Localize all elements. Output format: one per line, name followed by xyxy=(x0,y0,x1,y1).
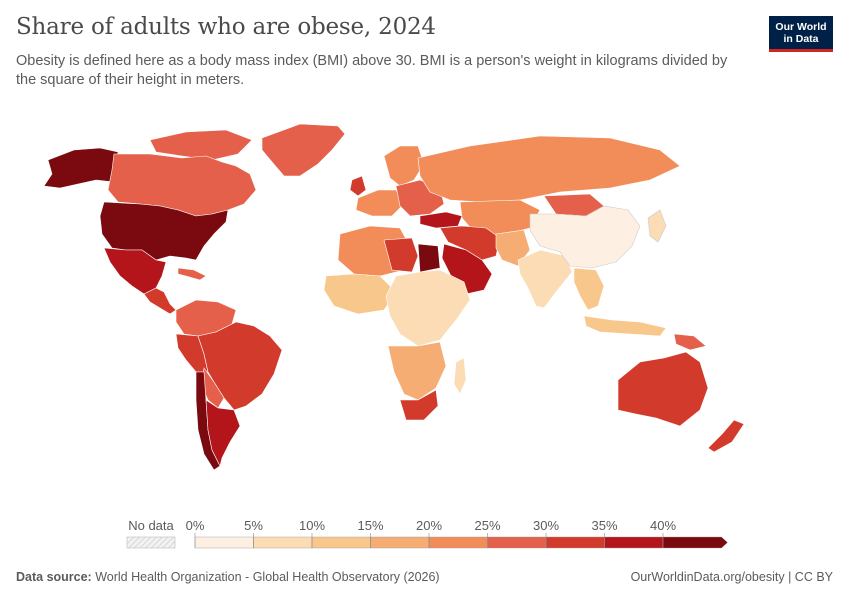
country-alaska[interactable] xyxy=(43,147,119,189)
owid-logo[interactable]: Our World in Data xyxy=(769,16,833,52)
country-madagascar[interactable] xyxy=(453,357,467,395)
country-egypt[interactable] xyxy=(417,243,441,273)
country-greenland[interactable] xyxy=(261,123,346,177)
source-url-link[interactable]: OurWorldinData.org/obesity xyxy=(630,570,785,584)
country-middle-east[interactable] xyxy=(439,225,501,261)
logo-line-1: Our World xyxy=(775,21,827,33)
legend-tick-label: 40% xyxy=(650,518,676,533)
country-japan[interactable] xyxy=(647,209,667,243)
footer-right: OurWorldinData.org/obesity | CC BY xyxy=(631,570,833,584)
legend-tick-label: 30% xyxy=(533,518,559,533)
legend-tick-label: 0% xyxy=(186,518,205,533)
legend-bin-1[interactable] xyxy=(253,536,313,549)
country-india[interactable] xyxy=(517,249,573,309)
legend-no-data-label: No data xyxy=(128,518,174,533)
legend-tick-label: 15% xyxy=(357,518,383,533)
legend-bin-7[interactable] xyxy=(604,536,664,549)
country-saudi-arabia[interactable] xyxy=(441,243,493,295)
legend-bin-2[interactable] xyxy=(311,536,371,549)
country-united-states[interactable] xyxy=(99,201,229,261)
country-central-east-africa[interactable] xyxy=(385,269,471,347)
country-pakistan-afghanistan[interactable] xyxy=(495,229,531,267)
country-argentina[interactable] xyxy=(205,399,241,467)
country-canada-islands[interactable] xyxy=(149,129,253,161)
legend-tick-label: 25% xyxy=(474,518,500,533)
country-mexico[interactable] xyxy=(103,247,167,295)
source-label: Data source: xyxy=(16,570,92,584)
license-link[interactable]: CC BY xyxy=(794,570,833,584)
country-south-africa[interactable] xyxy=(399,389,439,421)
legend-bin-0[interactable] xyxy=(194,536,254,549)
legend-tick-label: 5% xyxy=(244,518,263,533)
footer: Data source: World Health Organization -… xyxy=(16,570,833,584)
country-southern-africa[interactable] xyxy=(387,341,447,401)
legend-bin-5[interactable] xyxy=(487,536,547,549)
legend-bin-4[interactable] xyxy=(428,536,488,549)
country-china[interactable] xyxy=(529,205,641,269)
country-southeast-asia[interactable] xyxy=(573,267,605,311)
country-central-america[interactable] xyxy=(143,287,177,315)
legend-bin-3[interactable] xyxy=(370,536,430,549)
country-brazil[interactable] xyxy=(197,321,283,411)
legend-no-data-swatch xyxy=(126,536,176,549)
source-text: World Health Organization - Global Healt… xyxy=(95,570,440,584)
world-map[interactable] xyxy=(0,110,850,490)
chart-subtitle: Obesity is defined here as a body mass i… xyxy=(16,53,728,88)
logo-line-2: in Data xyxy=(783,33,819,45)
legend-bin-8[interactable] xyxy=(662,536,728,549)
legend-tick-label: 35% xyxy=(591,518,617,533)
country-west-africa[interactable] xyxy=(323,273,397,315)
chart-title: Share of adults who are obese, 2024 xyxy=(16,14,436,40)
country-indonesia[interactable] xyxy=(583,315,667,337)
map-legend: No data 0% 5% 10% 15% 20% 25% 30% 35% 40% xyxy=(126,518,728,549)
legend-tick-label: 10% xyxy=(299,518,325,533)
legend-tick-label: 20% xyxy=(416,518,442,533)
country-caribbean[interactable] xyxy=(177,267,207,281)
country-papua-new-guinea[interactable] xyxy=(673,333,707,351)
country-russia[interactable] xyxy=(417,135,681,203)
country-turkey[interactable] xyxy=(419,211,463,229)
country-western-europe[interactable] xyxy=(355,189,405,217)
country-libya[interactable] xyxy=(383,237,419,273)
country-new-zealand[interactable] xyxy=(707,419,745,453)
country-australia[interactable] xyxy=(617,351,709,427)
country-scandinavia[interactable] xyxy=(383,145,425,187)
country-united-kingdom[interactable] xyxy=(349,175,367,197)
legend-bin-6[interactable] xyxy=(545,536,605,549)
footer-separator: | xyxy=(788,570,795,584)
